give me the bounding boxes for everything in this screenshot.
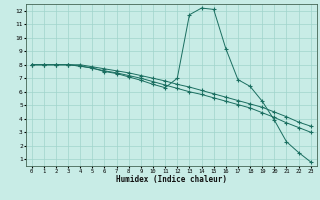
X-axis label: Humidex (Indice chaleur): Humidex (Indice chaleur) <box>116 175 227 184</box>
